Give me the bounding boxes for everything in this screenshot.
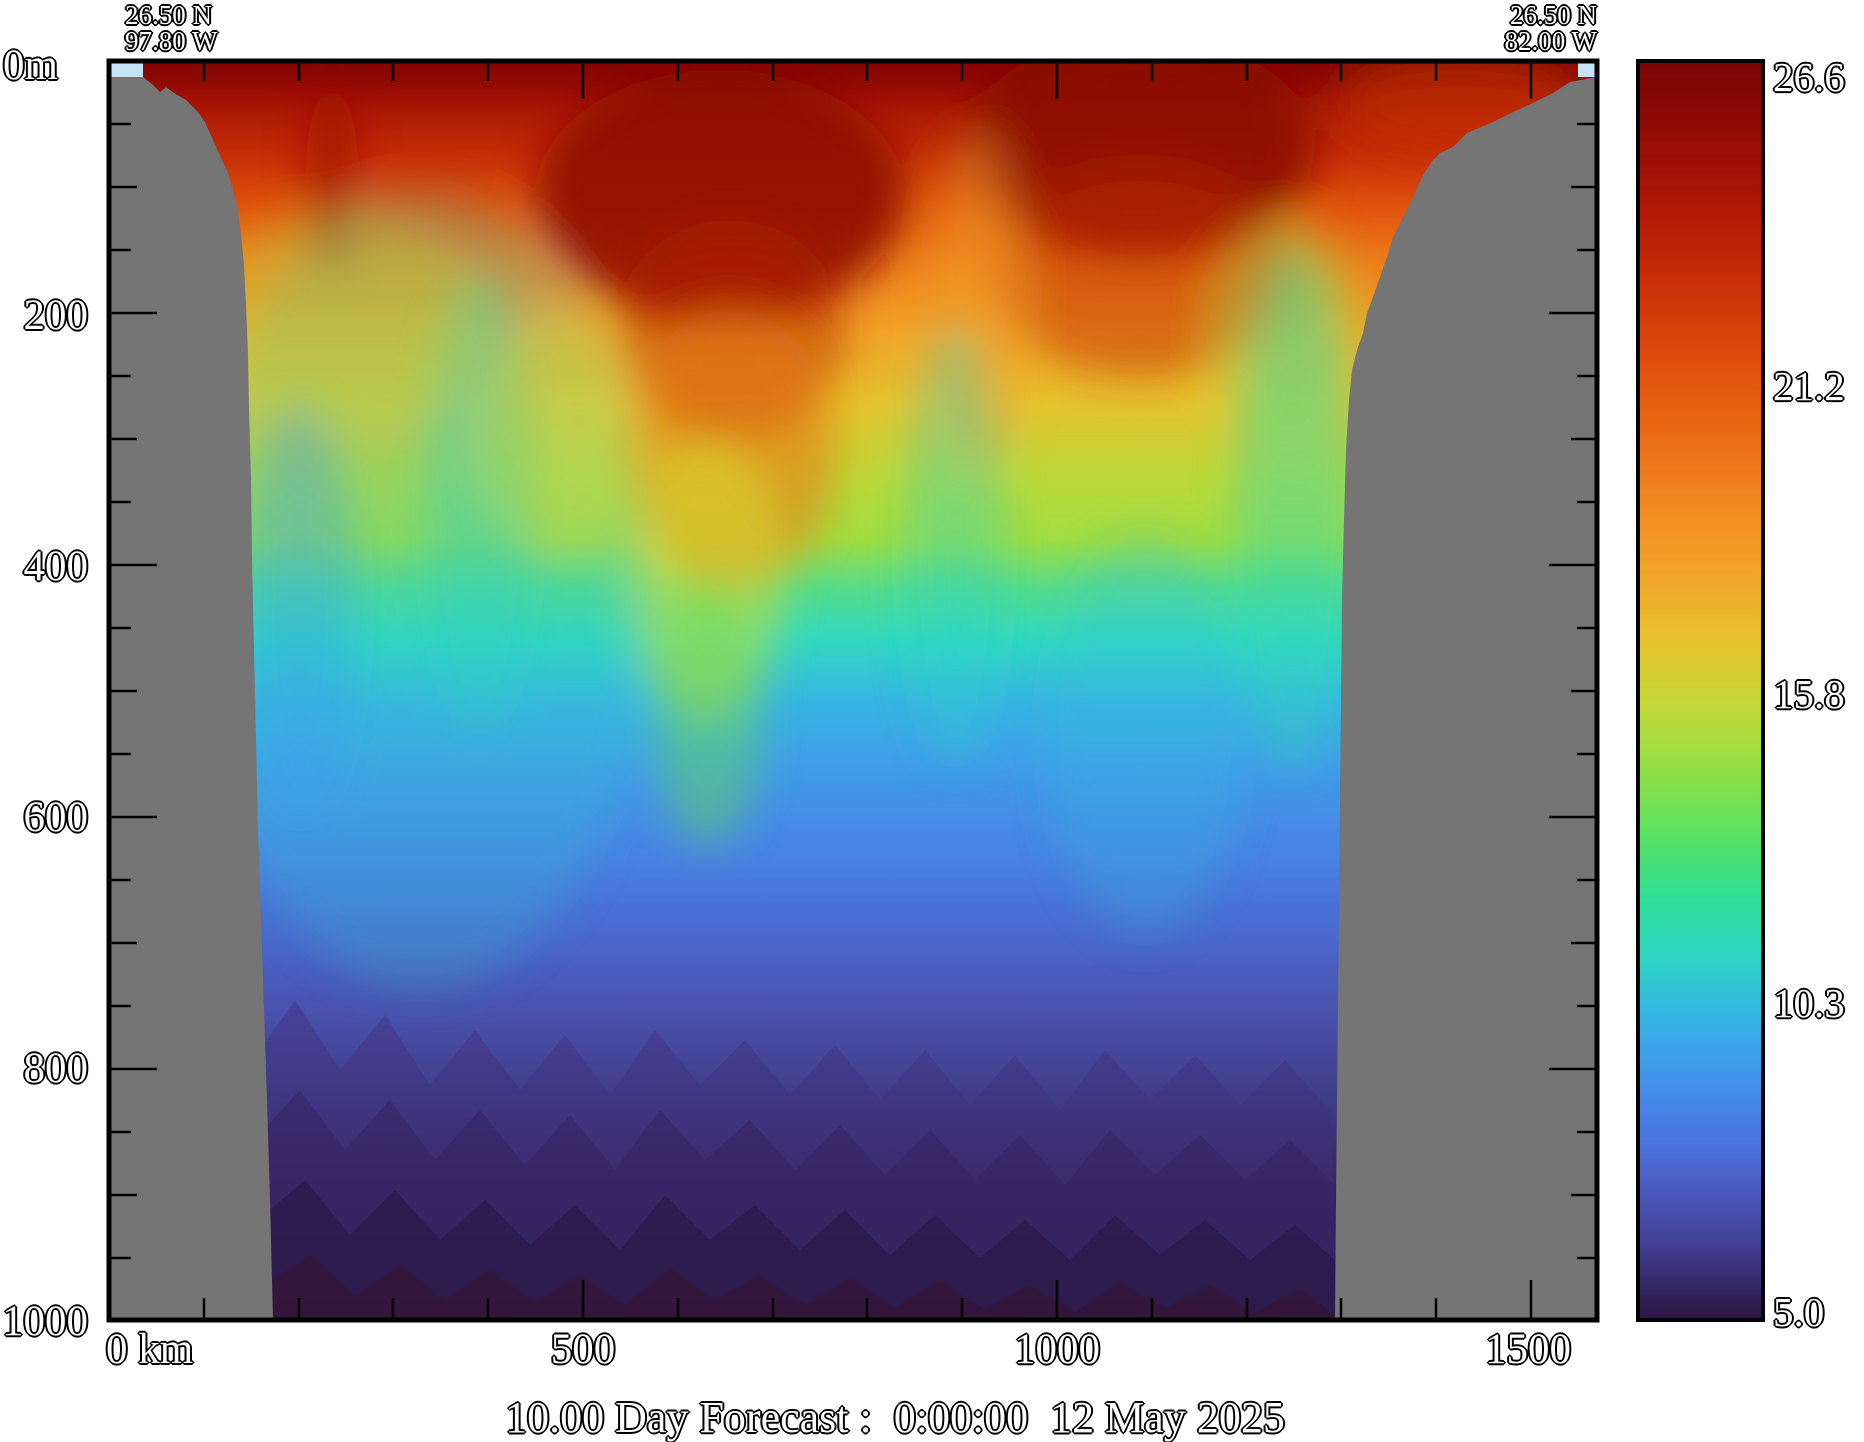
top-major-ticks <box>581 61 1533 99</box>
x-tick-label-1500: 1500 <box>1485 1326 1571 1373</box>
colorbar-tick-10.3: 10.3 <box>1773 980 1845 1026</box>
y-tick-label-800: 800 <box>23 1045 89 1092</box>
section-end-lon: 82.00 W <box>1504 26 1598 56</box>
right-major-ticks <box>1549 311 1597 1071</box>
colorbar-tick-26.6: 26.6 <box>1773 54 1845 100</box>
land-mask-left <box>109 77 273 1320</box>
y-tick-label-200: 200 <box>23 292 89 339</box>
colorbar-tick-15.8: 15.8 <box>1773 671 1845 717</box>
bottom-minor-ticks <box>202 1298 1438 1320</box>
section-start-lat: 26.50 N <box>125 0 212 30</box>
field-anomaly-blobs <box>109 61 1597 990</box>
shallow-flag-right <box>1578 61 1597 77</box>
y-tick-label-400: 400 <box>23 543 89 590</box>
deep-contour-bands <box>250 1000 1340 1320</box>
land-mask-right <box>1335 77 1597 1320</box>
y-tick-label-600: 600 <box>23 794 89 841</box>
plot-frame <box>106 58 1600 1323</box>
shallow-flag-left <box>109 61 143 77</box>
axis-ticks <box>109 61 1597 1320</box>
y-tick-label-1000: 1000 <box>2 1298 88 1345</box>
temperature-field <box>109 61 1597 1320</box>
x-tick-label-500: 500 <box>550 1326 616 1373</box>
section-end-lat: 26.50 N <box>1510 0 1597 30</box>
section-start-lon: 97.80 W <box>125 26 218 56</box>
colorbar <box>1636 59 1765 1322</box>
x-tick-label-0km: 0 km <box>106 1326 194 1373</box>
colorbar-tick-21.2: 21.2 <box>1773 363 1845 409</box>
y-tick-label-0m: 0m <box>3 42 58 89</box>
x-tick-label-1000: 1000 <box>1014 1326 1100 1373</box>
colorbar-tick-5.0: 5.0 <box>1773 1289 1825 1335</box>
forecast-caption: 10.00 Day Forecast : 0:00:00 12 May 2025 <box>505 1393 1285 1442</box>
left-minor-ticks <box>109 122 137 1260</box>
right-minor-ticks <box>1571 122 1597 1260</box>
bottom-major-ticks <box>581 1280 1533 1320</box>
left-major-ticks <box>109 311 157 1071</box>
top-minor-ticks <box>202 61 1438 81</box>
